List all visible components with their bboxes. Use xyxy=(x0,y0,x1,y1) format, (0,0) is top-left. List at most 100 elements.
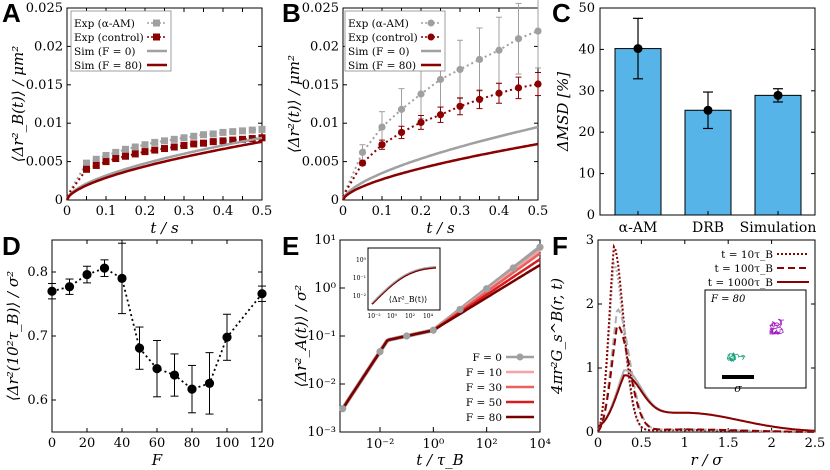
panel-label-d: D xyxy=(2,231,21,261)
panel-f-curve xyxy=(597,243,815,433)
panel-a-marker xyxy=(190,140,198,148)
panel-a-xtick-label: 0.3 xyxy=(174,204,195,219)
panel-b-xtick-label: 0 xyxy=(339,204,347,219)
panel-e-chart: 10⁻² 10⁰ 10² 10⁴ 10⁻³ 10⁻² 10⁻¹ 10⁰ 10¹ t / τ_B ⟨Δ… xyxy=(292,233,551,469)
panel-b-xtick-label: 0.3 xyxy=(450,204,471,219)
panel-e-xtick-label: 10² xyxy=(476,437,498,452)
panel-a-ytick-label: 0.025 xyxy=(26,1,63,16)
panel-a-marker xyxy=(83,165,90,173)
panel-a-legend-label: Sim (F = 80) xyxy=(74,60,142,72)
panel-f-xtick-label: 1.5 xyxy=(718,436,739,451)
panel-a-xtick-label: 0.2 xyxy=(135,204,156,219)
panel-e-xtick-label: 10⁻² xyxy=(366,437,395,452)
panel-d-xtick-label: 40 xyxy=(114,436,131,451)
panel-e-series-line xyxy=(341,263,541,410)
panel-a-ylabel: ⟨Δr²_B(t)⟩ / μm² xyxy=(9,46,27,163)
panel-b-marker xyxy=(456,102,464,110)
panel-d-ytick-label: 0.8 xyxy=(27,265,48,280)
panel-d-point xyxy=(82,269,92,280)
panel-b-ytick-label: 0.02 xyxy=(310,39,339,54)
panel-a-marker xyxy=(200,131,207,139)
panel-e-legend-label: F = 50 xyxy=(466,397,502,409)
panel-f-ytick-label: 2 xyxy=(586,297,594,312)
panel-f-legend-label: t = 10τ_B xyxy=(721,249,773,261)
panel-a-legend-label: Exp (control) xyxy=(74,32,144,44)
panel-a-marker xyxy=(131,143,139,151)
panel-f-curve xyxy=(597,374,816,432)
panel-e-xlabel: t / τ_B xyxy=(416,451,463,469)
panel-b-marker xyxy=(397,105,406,113)
panel-c-category-label: DRB xyxy=(692,220,724,236)
panel-c-mean-point xyxy=(703,105,713,115)
panel-a-marker xyxy=(122,145,129,153)
panel-a-marker xyxy=(180,134,188,142)
panel-e-inset-curve xyxy=(371,266,437,305)
panel-e-inset-xtick: 10⁴ xyxy=(423,313,434,320)
panel-a-marker xyxy=(248,126,256,134)
panel-c-ytick-label: 20 xyxy=(578,125,595,140)
panel-b-marker xyxy=(417,118,425,127)
panel-d-xtick-label: 60 xyxy=(149,436,166,451)
panel-b-marker xyxy=(456,65,464,74)
panel-b-ytick-label: 0 xyxy=(331,193,339,208)
panel-e-legend-marker xyxy=(516,353,524,361)
panel-d-xtick-label: 20 xyxy=(79,436,96,451)
panel-a-marker xyxy=(102,158,110,166)
panel-a-marker xyxy=(219,128,227,136)
panel-b-marker xyxy=(534,27,542,35)
panel-a-marker xyxy=(170,135,178,143)
panel-a-legend-label: Exp (α-AM) xyxy=(74,18,135,30)
panel-b-ytick-label: 0.01 xyxy=(310,116,339,131)
panel-b-legend-label: Exp (control) xyxy=(348,32,418,44)
panel-c-bar xyxy=(754,94,802,216)
panel-a-xtick-label: 0.4 xyxy=(213,204,234,219)
panel-label-c: C xyxy=(552,0,571,28)
panel-a-legend-label: Sim (F = 0) xyxy=(74,46,135,58)
panel-e-marker xyxy=(403,332,411,340)
panel-f-curve xyxy=(597,324,815,433)
panel-b-xtick-label: 0.5 xyxy=(528,204,549,219)
panel-b-ytick-label: 0.025 xyxy=(302,1,339,16)
panel-a-marker xyxy=(161,145,168,153)
panel-c-mean-point xyxy=(773,90,783,100)
panel-a-marker xyxy=(83,159,90,167)
panel-a-marker xyxy=(209,130,217,138)
panel-d-ytick-label: 0.7 xyxy=(27,329,48,344)
panel-d-point xyxy=(187,384,197,394)
panel-f-inset-title: F = 80 xyxy=(710,294,746,305)
panel-a-ytick-label: 0.02 xyxy=(34,39,63,54)
panel-f-xtick-label: 0.5 xyxy=(631,436,652,451)
panel-d-point xyxy=(222,332,232,342)
panel-a-marker xyxy=(239,135,246,143)
panel-a-series-line xyxy=(65,140,263,201)
panel-a-marker xyxy=(190,132,198,140)
panel-a-marker xyxy=(112,148,120,156)
panel-b-marker xyxy=(436,111,445,119)
panel-c-category-label: α-AM xyxy=(619,220,658,236)
panel-b-legend-label: Sim (F = 0) xyxy=(348,46,409,58)
panel-d-point xyxy=(64,282,75,292)
panel-a-marker xyxy=(180,141,188,149)
panel-a-chart: 0 0.1 0.2 0.3 0.4 0.5 0 0.005 0.01 0.015 0.02 0.025… xyxy=(9,1,272,237)
panel-a-marker xyxy=(209,138,217,146)
panel-e-ytick-label: 10⁻¹ xyxy=(307,329,336,344)
panel-b-series-line xyxy=(341,125,539,201)
panel-b-marker xyxy=(514,35,523,43)
panel-b-marker xyxy=(514,84,523,92)
panel-c-ylabel: ΔMSD [%] xyxy=(554,72,572,152)
panel-f-xtick-label: 2.5 xyxy=(805,436,826,451)
panel-f-ytick-label: 1 xyxy=(586,361,594,376)
panel-d-xlabel: F xyxy=(151,451,163,469)
panel-e-legend-label: F = 30 xyxy=(466,382,502,394)
panel-b-legend-marker xyxy=(427,33,435,41)
panel-d-xtick-label: 80 xyxy=(184,436,201,451)
panel-d-ytick-label: 0.6 xyxy=(27,393,48,408)
panel-d-xtick-label: 120 xyxy=(250,436,275,451)
panel-d-point xyxy=(99,263,110,273)
panel-a-marker xyxy=(122,152,129,160)
panel-f-ytick-label: 3 xyxy=(586,233,594,248)
panel-a-marker xyxy=(151,138,159,146)
panel-f-xlabel: r / σ xyxy=(691,451,724,469)
panel-b-marker xyxy=(397,128,406,137)
panel-f-xtick-label: 1 xyxy=(681,436,689,451)
